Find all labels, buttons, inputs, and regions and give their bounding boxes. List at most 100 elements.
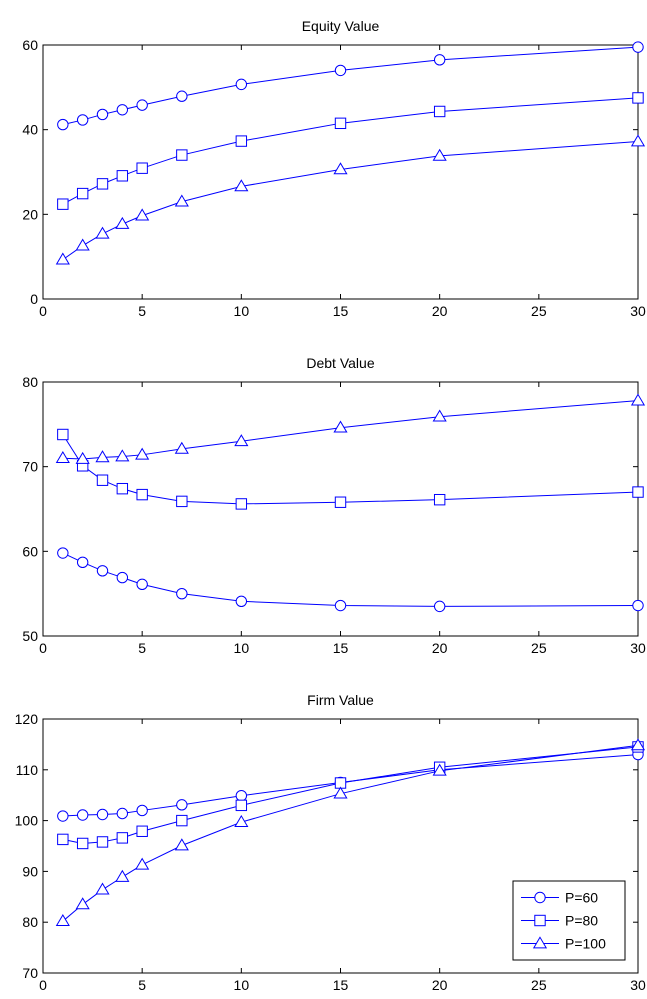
legend-marker [534,891,546,904]
series-line [62,97,639,205]
y-tick-label: 70 [22,965,38,981]
data-point [333,420,348,433]
x-tick-label: 20 [432,640,448,656]
data-point [75,451,90,464]
data-point [57,118,69,131]
data-point [57,198,69,210]
x-tick-label: 0 [39,640,47,656]
data-point [136,825,148,837]
y-tick-label: 60 [22,543,38,559]
data-point [235,135,248,147]
chart-title: Debt Value [306,355,374,371]
data-point [630,134,646,147]
data-point [57,810,69,822]
x-tick-label: 0 [39,303,47,319]
y-tick-label: 90 [22,863,38,879]
legend-marker [532,936,548,949]
data-point [115,869,130,882]
series-circle [57,547,644,613]
chart-title: Firm Value [307,692,374,708]
data-point [235,799,248,812]
series-p-100 [55,738,646,927]
legend: P=60 P=80 P=100 [512,880,626,961]
legend-label: P=80 [565,913,598,929]
data-point [75,238,90,251]
data-point [176,799,188,811]
x-tick-label: 10 [234,640,250,656]
series-p-60 [57,748,644,822]
data-point [57,833,69,846]
data-point [432,763,447,776]
data-point [176,587,188,600]
data-point [55,913,70,927]
data-point [174,838,189,851]
data-point [632,92,644,104]
data-point [57,428,69,441]
y-tick-label: 60 [22,37,38,53]
data-point [334,117,347,130]
x-tick-label: 25 [531,640,547,656]
series-triangle [55,134,646,265]
data-point [234,814,249,827]
data-point [176,814,188,827]
data-point [116,571,129,584]
data-point [115,449,130,462]
data-point [116,482,129,495]
x-tick-label: 5 [138,977,146,993]
x-tick-label: 15 [333,640,349,656]
data-point [76,809,89,821]
data-point [176,90,188,102]
x-tick-label: 10 [234,977,250,993]
x-tick-label: 15 [333,303,349,319]
y-tick-label: 120 [15,711,39,727]
y-tick-label: 50 [22,628,38,644]
y-tick-label: 20 [22,206,38,222]
data-point [234,434,249,447]
x-tick-label: 30 [630,303,646,319]
chart-title: Equity Value [302,18,380,34]
x-tick-label: 30 [630,977,646,993]
data-point [630,738,646,751]
x-tick-label: 25 [531,303,547,319]
chart-1: Equity Value 0 5 10 15 20 25 30 0 20 40 60 [22,18,646,319]
y-tick-label: 80 [22,374,38,390]
data-point [632,41,644,53]
data-point [57,547,69,559]
data-point [432,409,447,422]
data-point [630,393,646,406]
data-point [116,807,129,820]
series-line [62,552,639,607]
data-point [176,149,188,161]
data-point [76,187,89,200]
data-point [116,170,129,182]
y-tick-label: 80 [22,914,38,930]
data-point [96,808,109,821]
series-line [62,754,639,817]
data-point [116,104,129,116]
data-point [75,897,90,910]
data-point [96,108,109,121]
data-point [174,194,189,207]
data-point [334,599,347,612]
data-point [96,474,109,486]
data-point [333,786,348,799]
data-point [96,178,109,190]
y-tick-label: 0 [30,291,38,307]
data-point [235,595,248,607]
data-point [95,450,110,463]
legend-label: P=60 [565,890,598,906]
x-tick-label: 15 [333,977,349,993]
data-point [135,208,150,221]
data-point [95,882,110,895]
y-tick-label: 100 [15,813,39,829]
data-point [333,162,348,175]
data-point [235,790,248,802]
x-tick-label: 30 [630,640,646,656]
x-tick-label: 0 [39,977,47,993]
plot-frame [42,381,639,637]
x-tick-label: 10 [234,303,250,319]
data-point [334,64,347,77]
x-tick-label: 20 [432,977,448,993]
data-point [136,804,148,817]
